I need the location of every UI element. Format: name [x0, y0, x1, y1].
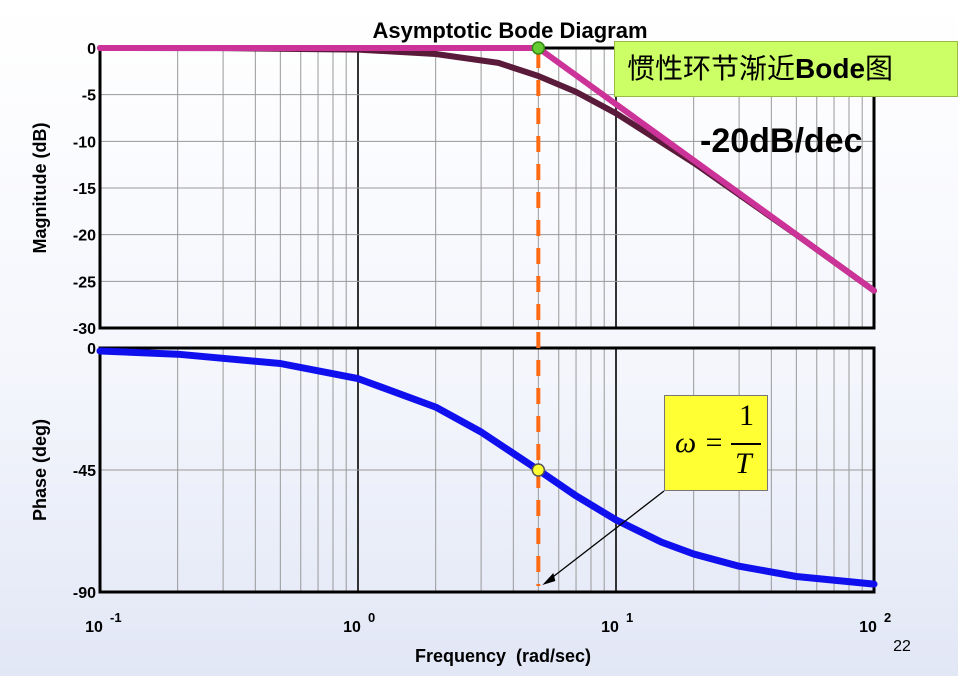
magnitude-y-tick-label: -10 [73, 134, 96, 151]
fraction-bar [731, 443, 761, 445]
x-tick-label: 10 1 [601, 610, 633, 636]
x-tick-base: 10 [85, 619, 103, 636]
phase-y-ticks: 0 -45 -90 [73, 341, 96, 602]
formula-lhs: ω = [675, 426, 724, 459]
chinese-title-prefix: 惯性环节渐近 [627, 52, 796, 85]
phase-curve [96, 347, 878, 588]
x-tick-label: 10 2 [859, 610, 891, 636]
x-axis-label: Frequency (rad/sec) [415, 646, 591, 666]
magnitude-y-axis-label: Magnitude (dB) [30, 123, 50, 254]
x-tick-exponent: -1 [110, 610, 122, 625]
magnitude-y-tick-label: -15 [73, 181, 96, 198]
x-tick-base: 10 [343, 619, 361, 636]
magnitude-y-tick-label: -20 [73, 228, 96, 245]
chart-title: Asymptotic Bode Diagram [372, 18, 647, 43]
phase-y-axis-label: Phase (deg) [30, 419, 50, 521]
phase-y-tick-label: 0 [87, 341, 96, 358]
phase-corner-marker [531, 463, 546, 477]
annotation-arrow-head [542, 573, 556, 585]
x-tick-label: 10 0 [343, 610, 375, 636]
magnitude-y-ticks: 0 -5 -10 -15 -20 -25 -30 [73, 41, 96, 338]
x-tick-base: 10 [859, 619, 877, 636]
x-tick-exponent: 2 [884, 610, 891, 625]
magnitude-y-tick-label: -25 [73, 274, 96, 291]
x-tick-exponent: 0 [368, 610, 375, 625]
phase-y-tick-label: -45 [73, 463, 96, 480]
page-number: 22 [893, 638, 911, 655]
x-tick-labels: 10 -1 10 0 10 1 10 2 [85, 610, 891, 636]
phase-plot-frame [98, 346, 876, 594]
chinese-title-box: 惯性环节渐近Bode图 [614, 41, 958, 97]
magnitude-corner-marker [531, 41, 546, 55]
formula-numerator: 1 [739, 399, 754, 432]
slope-label: -20dB/dec [700, 122, 863, 160]
magnitude-y-tick-label: 0 [87, 41, 96, 58]
phase-y-tick-label: -90 [73, 585, 96, 602]
x-tick-exponent: 1 [626, 610, 633, 625]
x-tick-base: 10 [601, 619, 619, 636]
curves [96, 45, 878, 588]
magnitude-y-tick-label: -30 [73, 321, 96, 338]
chinese-title-bode: Bode [795, 53, 866, 84]
annotation-arrow-line [545, 490, 665, 583]
chinese-title-suffix: 图 [865, 52, 894, 85]
magnitude-y-tick-label: -5 [82, 88, 96, 105]
formula-box: ω = 1 T [664, 395, 768, 491]
formula-denominator: T [735, 447, 752, 480]
x-tick-label: 10 -1 [85, 610, 121, 636]
markers [531, 41, 665, 585]
